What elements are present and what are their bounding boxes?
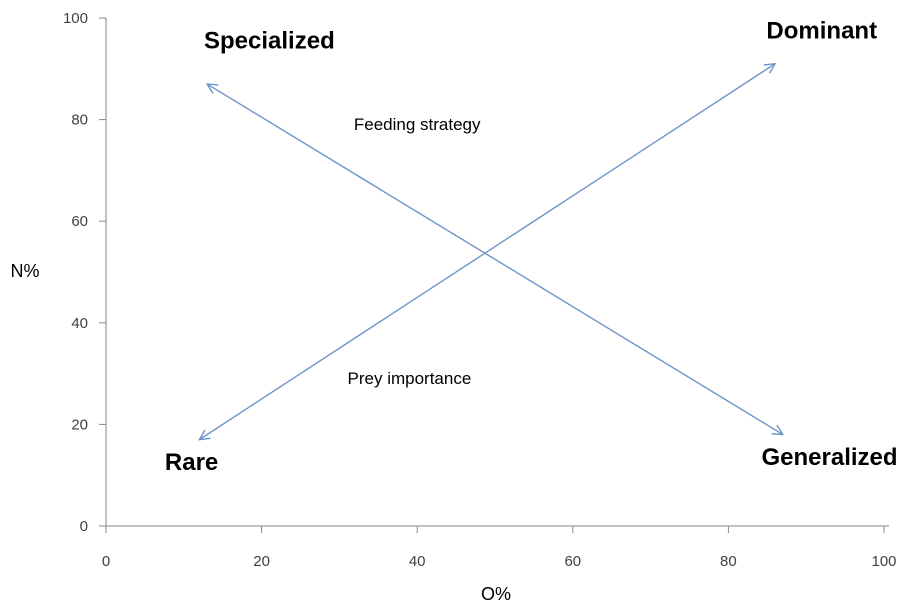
arrows-layer xyxy=(199,64,783,440)
y-tick-label: 20 xyxy=(71,416,88,433)
annotations-layer: Specialized Dominant Rare Generalized Feedin… xyxy=(165,17,898,476)
annotation-rare: Rare xyxy=(165,449,218,476)
arrow-prey-importance xyxy=(199,64,775,440)
axis-ticks: 0 20 40 60 80 100 0 20 40 60 80 100 xyxy=(63,10,897,570)
annotation-specialized: Specialized xyxy=(204,27,335,54)
y-tick-label: 60 xyxy=(71,213,88,230)
x-tick-label: 100 xyxy=(871,553,896,570)
annotation-feeding-strategy: Feeding strategy xyxy=(354,115,481,134)
annotation-generalized: Generalized xyxy=(762,444,898,471)
x-axis-title: O% xyxy=(481,584,511,604)
y-tick-label: 80 xyxy=(71,112,88,129)
y-tick-label: 100 xyxy=(63,10,88,27)
y-axis-title: N% xyxy=(10,261,39,281)
annotation-prey-importance: Prey importance xyxy=(348,369,472,388)
y-tick-label: 40 xyxy=(71,315,88,332)
y-tick-label: 0 xyxy=(80,518,88,535)
x-tick-label: 40 xyxy=(409,553,426,570)
x-tick-label: 0 xyxy=(102,553,110,570)
x-tick-label: 60 xyxy=(564,553,581,570)
x-tick-label: 20 xyxy=(253,553,270,570)
annotation-dominant: Dominant xyxy=(766,17,877,44)
x-tick-label: 80 xyxy=(720,553,737,570)
arrow-feeding-strategy xyxy=(207,84,783,435)
